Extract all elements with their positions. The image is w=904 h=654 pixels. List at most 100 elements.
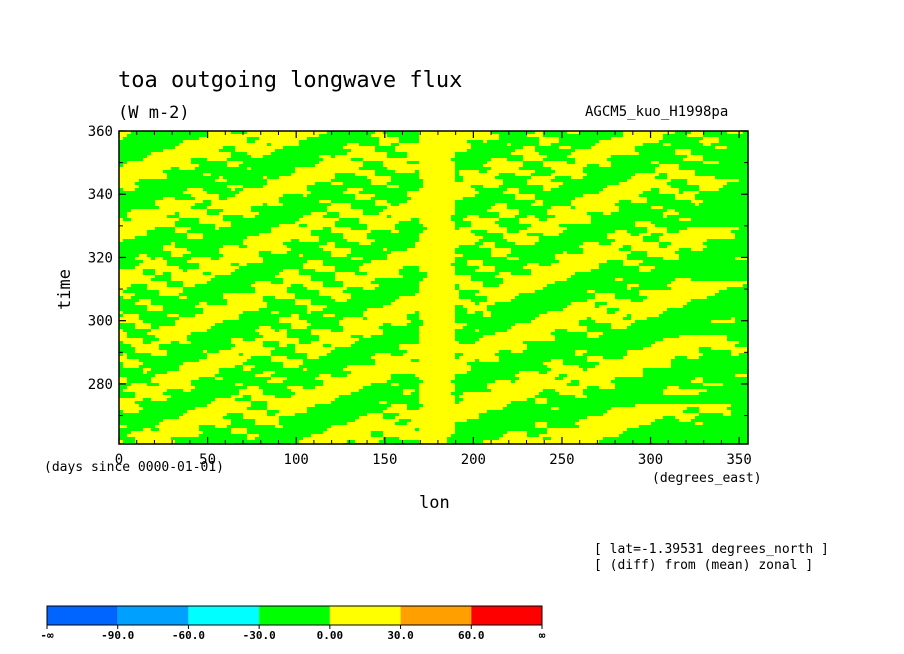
field-cell (311, 434, 371, 437)
field-cell (231, 347, 275, 350)
field-cell (215, 179, 227, 182)
field-cell (139, 254, 147, 257)
field-cell (667, 176, 715, 179)
field-cell (163, 245, 175, 248)
field-cell (575, 395, 587, 398)
field-cell (595, 365, 671, 368)
field-cell (231, 428, 247, 431)
field-cell (295, 392, 351, 395)
field-cell (223, 245, 239, 248)
field-cell (379, 143, 391, 146)
field-cell (255, 422, 279, 425)
field-cell (487, 209, 519, 212)
field-cell (331, 251, 351, 254)
field-cell (339, 215, 387, 218)
field-cell (383, 209, 455, 212)
field-cell (375, 359, 411, 362)
field-cell (403, 353, 455, 356)
field-cell (703, 143, 711, 146)
field-cell (135, 257, 151, 260)
field-cell (535, 401, 547, 404)
field-cell (571, 152, 639, 155)
field-cell (639, 293, 715, 296)
field-cell (259, 326, 271, 329)
field-cell (151, 398, 167, 401)
field-cell (239, 392, 263, 395)
field-cell (119, 356, 127, 359)
field-cell (203, 173, 211, 176)
field-cell (539, 434, 619, 437)
field-cell (567, 305, 595, 308)
field-cell (163, 149, 219, 152)
field-cell (627, 179, 671, 182)
field-cell (319, 293, 351, 296)
field-cell (319, 245, 335, 248)
field-cell (303, 266, 335, 269)
field-cell (575, 197, 647, 200)
field-cell (231, 341, 263, 344)
field-cell (463, 218, 499, 221)
field-cell (267, 380, 283, 383)
field-cell (227, 299, 263, 302)
field-cell (175, 146, 223, 149)
field-cell (607, 185, 671, 188)
field-cell (419, 377, 455, 380)
field-cell (643, 347, 699, 350)
field-cell (347, 152, 387, 155)
field-cell (483, 242, 495, 245)
field-cell (119, 320, 143, 323)
field-cell (175, 230, 187, 233)
field-cell (119, 332, 127, 335)
field-cell (131, 383, 147, 386)
field-cell (599, 140, 659, 143)
field-cell (199, 221, 231, 224)
field-cell (551, 407, 559, 410)
field-cell (567, 131, 579, 134)
field-cell (419, 395, 455, 398)
field-cell (367, 176, 391, 179)
field-cell (627, 350, 699, 353)
field-cell (631, 200, 647, 203)
field-cell (119, 278, 151, 281)
field-cell (343, 368, 471, 371)
field-cell (575, 350, 587, 353)
field-cell (411, 197, 463, 200)
field-cell (367, 272, 399, 275)
field-cell (607, 233, 631, 236)
field-cell (359, 221, 399, 224)
field-cell (203, 350, 207, 353)
field-cell (503, 278, 567, 281)
field-cell (391, 230, 399, 233)
field-cell (255, 338, 299, 341)
field-cell (135, 437, 171, 440)
field-cell (367, 308, 455, 311)
field-cell (663, 212, 679, 215)
field-cell (575, 353, 583, 356)
field-cell (699, 188, 719, 191)
field-cell (347, 239, 375, 242)
field-cell (587, 356, 603, 359)
field-cell (655, 170, 695, 173)
field-cell (547, 365, 579, 368)
field-cell (131, 344, 159, 347)
field-cell (499, 437, 543, 440)
field-cell (343, 284, 379, 287)
field-cell (495, 380, 511, 383)
field-cell (371, 356, 455, 359)
field-cell (423, 179, 455, 182)
field-cell (119, 239, 123, 242)
field-cell (319, 338, 359, 341)
field-cell (243, 416, 279, 419)
field-cell (331, 344, 351, 347)
field-cell (679, 230, 731, 233)
field-cell (531, 203, 543, 206)
field-cell (419, 329, 455, 332)
field-cell (375, 131, 383, 134)
field-cell (123, 296, 131, 299)
field-cell (671, 287, 727, 290)
field-cell (119, 398, 143, 401)
field-cell (383, 410, 487, 413)
field-cell (515, 242, 535, 245)
field-cell (399, 203, 455, 206)
field-cell (671, 281, 747, 284)
